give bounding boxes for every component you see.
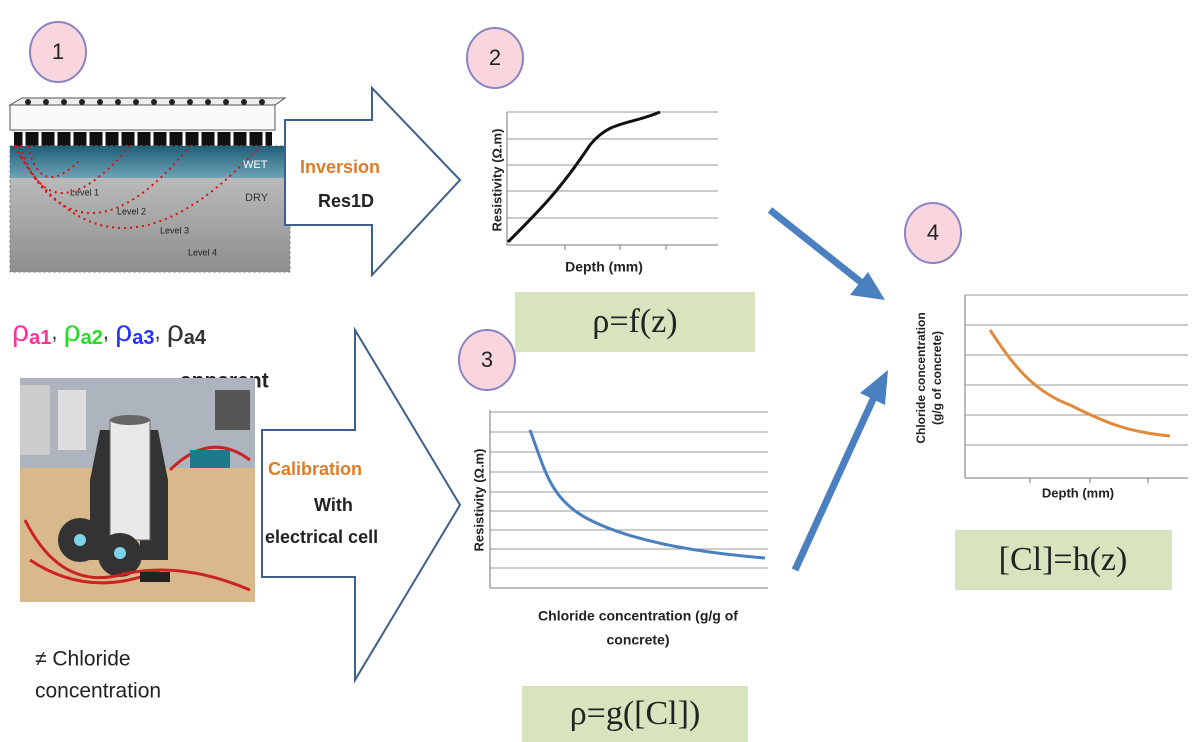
step-circle <box>458 329 516 391</box>
step-number: 3 <box>481 347 493 372</box>
axis-label: Depth (mm) <box>1042 485 1114 500</box>
chart-resistivity-chloride <box>489 410 768 589</box>
level-label: Level 2 <box>117 206 146 216</box>
axis-label: Resistivity (Ω.m) <box>489 129 504 232</box>
step-number: 2 <box>489 45 501 70</box>
step-circle <box>904 202 962 264</box>
axis-label: (g/g of concrete) <box>930 331 944 425</box>
step-markers <box>29 21 962 391</box>
rho-subscript: a2 <box>81 327 103 349</box>
process-detail: electrical cell <box>265 527 378 547</box>
step-circle <box>29 21 87 83</box>
rho-subscript: a1 <box>29 327 51 349</box>
rho-symbol: ρ <box>115 315 132 348</box>
chart-resistivity-depth <box>506 110 718 250</box>
flow-arrows <box>767 207 888 572</box>
process-tool: Res1D <box>318 191 374 211</box>
step-number: 1 <box>52 39 64 64</box>
axis-label: Chloride concentration (g/g of <box>538 608 738 624</box>
rho-subscript: a3 <box>132 327 154 349</box>
axis-label: Chloride concentration <box>914 312 928 443</box>
formula-box <box>955 530 1172 590</box>
process-detail: With <box>314 495 353 515</box>
formula: [Cl]=h(z) <box>999 541 1128 578</box>
note: ≠ Chloride <box>35 648 131 671</box>
process-arrow <box>284 85 462 278</box>
note: concentration <box>35 680 161 703</box>
axis-label: Depth (mm) <box>565 259 643 275</box>
rho-symbol: ρ <box>64 315 81 348</box>
separator: , <box>103 319 115 344</box>
process-title: Inversion <box>300 157 380 177</box>
formula-box <box>515 292 755 352</box>
process-title: Calibration <box>268 459 362 479</box>
layer-label: WET <box>243 159 268 171</box>
layer-label: DRY <box>245 192 269 204</box>
separator: , <box>154 319 166 344</box>
step-circle <box>466 27 524 89</box>
photo-electrical-cell <box>20 378 255 602</box>
step-number: 4 <box>927 220 939 245</box>
separator: , <box>51 319 63 344</box>
apparent-resistivity-list: ρa1, ρa2, ρa3, ρa4 <box>12 315 207 349</box>
sensor-sketch: WET DRY Level 1 Level 2 Level 3 Level 4 <box>8 97 291 273</box>
process-arrow <box>261 326 462 684</box>
level-label: Level 3 <box>160 225 189 235</box>
formula: ρ=g([Cl]) <box>570 695 701 732</box>
level-label: Level 1 <box>70 187 99 197</box>
rho-symbol: ρ <box>167 315 184 348</box>
axis-label: concrete) <box>606 632 669 648</box>
formula-box <box>522 686 748 742</box>
axis-label: Resistivity (Ω.m) <box>471 449 486 552</box>
rho-symbol: ρ <box>12 315 29 348</box>
level-label: Level 4 <box>188 247 217 257</box>
rho-subscript: a4 <box>184 327 207 349</box>
chart-chloride-depth <box>964 294 1188 483</box>
formula: ρ=f(z) <box>592 303 677 340</box>
